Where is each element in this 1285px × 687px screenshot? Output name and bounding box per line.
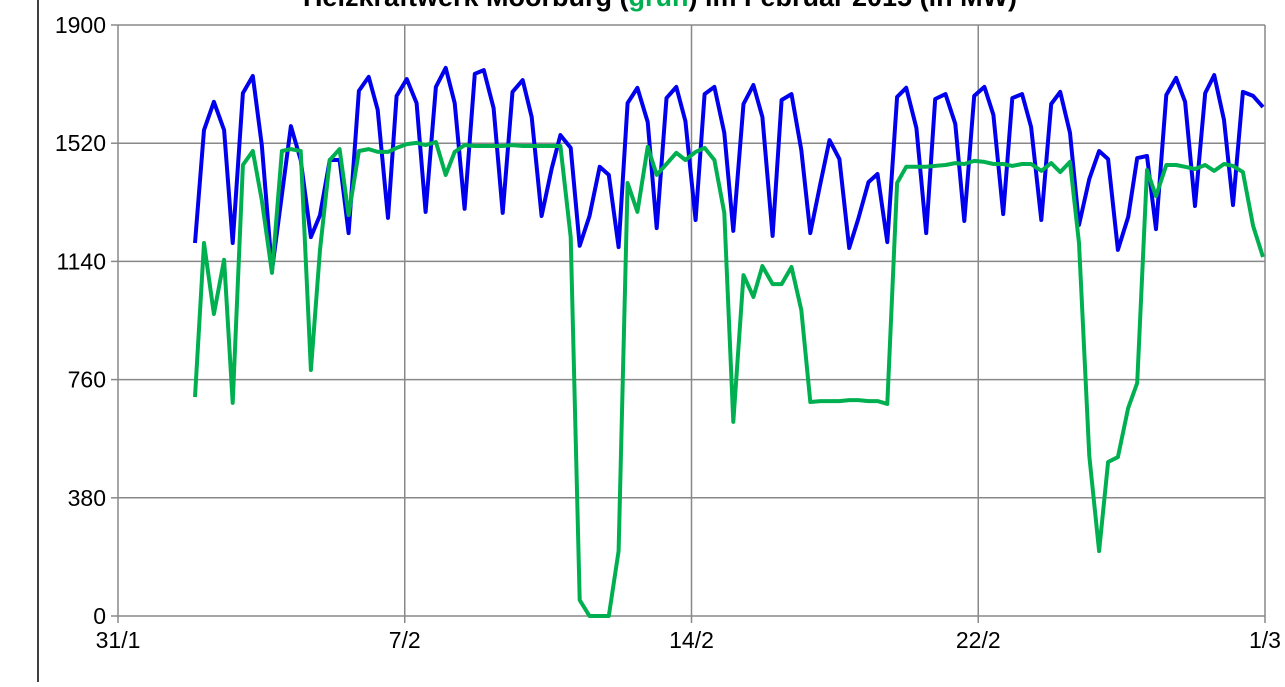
y-tick-label: 1520: [55, 130, 106, 156]
y-tick-label: 380: [68, 485, 106, 511]
x-tick-label: 14/2: [669, 627, 714, 653]
title-part: ) im Februar 2015 (in MW): [688, 0, 1017, 12]
plot: [193, 65, 1265, 618]
x-tick-label: 31/1: [96, 627, 141, 653]
y-tick-label: 0: [93, 603, 106, 629]
series-line: [193, 65, 1265, 273]
y-tick-label: 1900: [55, 12, 106, 38]
x-tick-label: 1/3: [1249, 627, 1281, 653]
grid: 0 380 760 1140 1520 1900 31/1 7/2 14/2 22/2 1/3: [55, 12, 1281, 653]
y-tick-label: 760: [68, 367, 106, 393]
x-tick-label: 7/2: [389, 627, 421, 653]
y-tick-label: 1140: [57, 248, 106, 274]
title-part: Heizkraftwerk Moorburg (: [303, 0, 629, 12]
chart-title: Heizkraftwerk Moorburg (grün) im Februar…: [303, 0, 1017, 12]
x-tick-label: 22/2: [956, 627, 1001, 653]
series-line: [193, 140, 1265, 618]
title-part: grün: [628, 0, 688, 12]
